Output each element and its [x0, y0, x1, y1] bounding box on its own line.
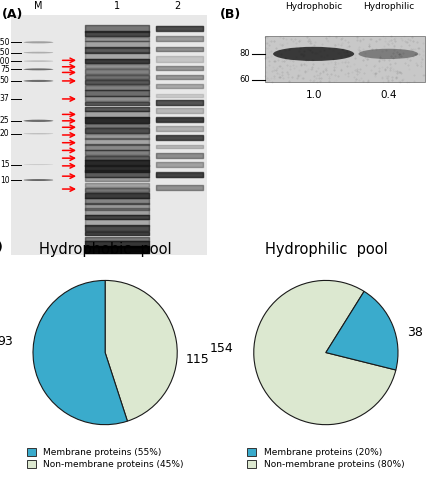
Ellipse shape — [23, 179, 53, 181]
Text: 93: 93 — [0, 335, 13, 348]
Title: Hydrophilic  pool: Hydrophilic pool — [264, 242, 386, 257]
Title: Hydrophobic  pool: Hydrophobic pool — [39, 242, 171, 257]
Text: 60: 60 — [239, 75, 249, 84]
Ellipse shape — [23, 133, 53, 134]
Text: 2: 2 — [174, 2, 180, 12]
Text: 25: 25 — [0, 116, 9, 126]
Bar — [264, 36, 424, 82]
Ellipse shape — [23, 60, 53, 62]
Wedge shape — [325, 292, 397, 370]
Text: 115: 115 — [185, 354, 209, 366]
Legend: Membrane proteins (20%), Non-membrane proteins (80%): Membrane proteins (20%), Non-membrane pr… — [247, 448, 403, 469]
Ellipse shape — [23, 80, 53, 82]
Legend: Membrane proteins (55%), Non-membrane proteins (45%): Membrane proteins (55%), Non-membrane pr… — [27, 448, 183, 469]
Ellipse shape — [23, 52, 53, 54]
Text: M: M — [34, 2, 43, 12]
Ellipse shape — [23, 42, 53, 43]
Text: Hydrophilic: Hydrophilic — [362, 2, 413, 12]
Text: 75: 75 — [0, 65, 9, 74]
Ellipse shape — [23, 164, 53, 165]
Ellipse shape — [23, 120, 53, 122]
Text: (B): (B) — [219, 8, 240, 20]
Text: 0.4: 0.4 — [379, 90, 396, 100]
Wedge shape — [253, 280, 395, 424]
Text: 50: 50 — [0, 76, 9, 86]
Ellipse shape — [273, 47, 353, 61]
Text: 100: 100 — [0, 56, 9, 66]
Text: 80: 80 — [239, 50, 249, 58]
Text: 250: 250 — [0, 38, 9, 47]
Wedge shape — [33, 280, 127, 424]
Text: 154: 154 — [209, 342, 233, 355]
Text: 1: 1 — [114, 2, 120, 12]
Text: 20: 20 — [0, 129, 9, 138]
Text: Hydrophobic: Hydrophobic — [284, 2, 341, 12]
Text: 15: 15 — [0, 160, 9, 169]
Text: 37: 37 — [0, 94, 9, 104]
Ellipse shape — [23, 68, 53, 70]
Ellipse shape — [358, 49, 417, 59]
Text: 1.0: 1.0 — [305, 90, 321, 100]
Text: 150: 150 — [0, 48, 9, 57]
Text: 38: 38 — [406, 326, 421, 339]
Text: 10: 10 — [0, 176, 9, 184]
Wedge shape — [105, 280, 177, 421]
Text: (A): (A) — [2, 8, 24, 20]
Text: (C): (C) — [0, 241, 3, 254]
